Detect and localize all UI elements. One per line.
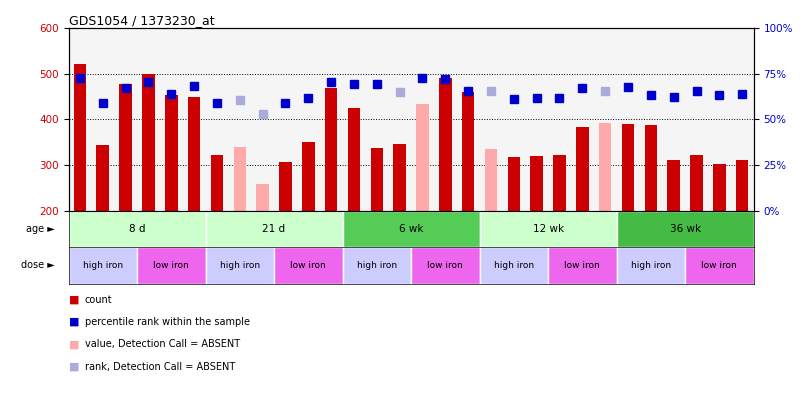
Bar	[530, 156, 543, 211]
Bar	[393, 144, 406, 211]
Text: value, Detection Call = ABSENT: value, Detection Call = ABSENT	[85, 339, 239, 349]
Text: age ►: age ►	[26, 224, 55, 234]
Bar	[439, 79, 451, 211]
Bar	[617, 211, 754, 247]
Text: high iron: high iron	[220, 261, 260, 270]
Bar	[256, 184, 269, 211]
Bar	[553, 155, 566, 211]
Bar	[69, 211, 206, 247]
Text: rank, Detection Call = ABSENT: rank, Detection Call = ABSENT	[85, 362, 235, 371]
Text: low iron: low iron	[564, 261, 600, 270]
Bar	[97, 145, 109, 211]
Text: high iron: high iron	[357, 261, 397, 270]
Bar	[484, 149, 497, 211]
Text: 21 d: 21 d	[263, 224, 285, 234]
Bar	[343, 211, 480, 247]
Bar	[302, 142, 314, 211]
Bar	[480, 211, 617, 247]
Bar	[621, 124, 634, 211]
Bar	[234, 147, 246, 211]
Text: 6 wk: 6 wk	[399, 224, 423, 234]
Bar	[325, 87, 338, 211]
Bar	[462, 92, 475, 211]
Bar	[69, 247, 137, 284]
Text: ■: ■	[69, 339, 79, 349]
Bar	[206, 211, 343, 247]
Bar	[713, 164, 725, 211]
Bar	[736, 160, 749, 211]
Text: 12 wk: 12 wk	[533, 224, 563, 234]
Bar	[645, 126, 657, 211]
Text: ■: ■	[69, 295, 79, 305]
Text: high iron: high iron	[494, 261, 534, 270]
Bar	[508, 157, 520, 211]
Bar	[371, 148, 383, 211]
Text: high iron: high iron	[631, 261, 671, 270]
Bar	[480, 247, 548, 284]
Text: ■: ■	[69, 362, 79, 371]
Text: 36 wk: 36 wk	[670, 224, 700, 234]
Bar	[142, 74, 155, 211]
Bar	[137, 247, 206, 284]
Bar	[188, 97, 201, 211]
Bar	[576, 127, 588, 211]
Text: low iron: low iron	[701, 261, 737, 270]
Bar	[165, 95, 177, 211]
Bar	[347, 108, 360, 211]
Text: GDS1054 / 1373230_at: GDS1054 / 1373230_at	[69, 14, 214, 27]
Bar	[617, 247, 685, 284]
Bar	[119, 84, 132, 211]
Text: high iron: high iron	[83, 261, 123, 270]
Bar	[667, 160, 680, 211]
Text: dose ►: dose ►	[21, 260, 55, 270]
Bar	[685, 247, 754, 284]
Text: low iron: low iron	[290, 261, 326, 270]
Bar	[416, 104, 429, 211]
Bar	[274, 247, 343, 284]
Bar	[210, 155, 223, 211]
Bar	[279, 162, 292, 211]
Bar	[548, 247, 617, 284]
Bar	[343, 247, 411, 284]
Text: low iron: low iron	[427, 261, 463, 270]
Bar	[73, 64, 86, 211]
Text: low iron: low iron	[153, 261, 189, 270]
Bar	[599, 123, 612, 211]
Text: count: count	[85, 295, 112, 305]
Bar	[411, 247, 480, 284]
Text: 8 d: 8 d	[129, 224, 145, 234]
Text: percentile rank within the sample: percentile rank within the sample	[85, 317, 250, 327]
Bar	[206, 247, 274, 284]
Text: ■: ■	[69, 317, 79, 327]
Bar	[690, 155, 703, 211]
